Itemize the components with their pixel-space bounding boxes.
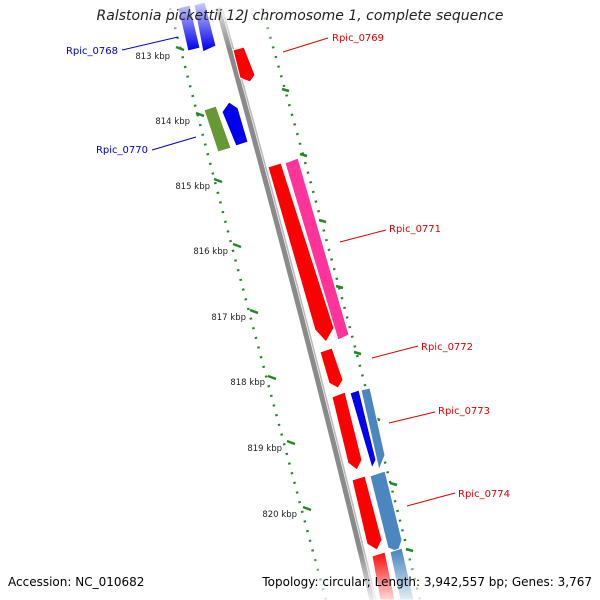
topology-text: Topology: circular; Length: 3,942,557 bp…: [262, 575, 592, 589]
bottom-fade: [0, 550, 600, 600]
gene-rpic-0774[interactable]: [351, 470, 403, 553]
tick-label: 816 kbp: [193, 247, 228, 257]
chromosome-backbone: [215, 7, 377, 600]
tick-label: 818 kbp: [230, 378, 265, 388]
gene-rpic-0773[interactable]: [331, 387, 386, 472]
leader-line: [282, 37, 329, 53]
leader-line: [121, 36, 179, 51]
tick-mark: [249, 308, 259, 315]
gene-label-rpic-0769[interactable]: Rpic_0769: [332, 33, 384, 44]
leader-line: [339, 229, 387, 243]
tick-label: 813 kbp: [135, 52, 170, 62]
tick-mark: [286, 439, 296, 446]
gene-rpic-0771[interactable]: [267, 157, 350, 343]
accession-text: Accession: NC_010682: [8, 575, 145, 589]
tick-label: 817 kbp: [211, 313, 246, 323]
outer-tick: [299, 152, 308, 158]
tick-mark: [195, 111, 205, 118]
tick-label: 820 kbp: [262, 510, 297, 520]
outer-tick: [389, 481, 398, 487]
gene-label-rpic-0774[interactable]: Rpic_0774: [458, 489, 510, 500]
tick-label: 819 kbp: [247, 444, 282, 454]
leader-line: [388, 411, 436, 424]
gene-label-rpic-0772[interactable]: Rpic_0772: [421, 342, 473, 353]
leader-line: [406, 492, 456, 507]
tick-mark: [302, 505, 312, 512]
leader-line: [371, 345, 419, 359]
gene-rpic-0770[interactable]: [203, 101, 249, 153]
tick-label: 814 kbp: [155, 117, 190, 127]
outer-tick: [281, 87, 290, 93]
gene-rpic-0772[interactable]: [319, 347, 344, 389]
gene-label-rpic-0770[interactable]: Rpic_0770: [96, 145, 148, 156]
gene-label-rpic-0768[interactable]: Rpic_0768: [66, 46, 118, 57]
outer-tick: [353, 350, 362, 356]
gene-labels: Rpic_0768 Rpic_0769 Rpic_0770 Rpic_0771 …: [66, 33, 510, 507]
outer-tick: [335, 284, 344, 290]
gene-label-rpic-0773[interactable]: Rpic_0773: [438, 406, 490, 417]
kbp-ticks: 813 kbp 814 kbp 815 kbp 816 kbp 817 kbp …: [135, 45, 312, 520]
gene-label-rpic-0771[interactable]: Rpic_0771: [389, 224, 441, 235]
tick-mark: [267, 374, 277, 381]
leader-line: [151, 136, 197, 151]
tick-mark: [232, 242, 242, 249]
outer-tick: [318, 218, 327, 224]
top-fade: [0, 0, 600, 50]
tick-mark: [213, 177, 223, 184]
tick-label: 815 kbp: [175, 182, 210, 192]
map-title: Ralstonia pickettii 12J chromosome 1, co…: [96, 8, 504, 24]
